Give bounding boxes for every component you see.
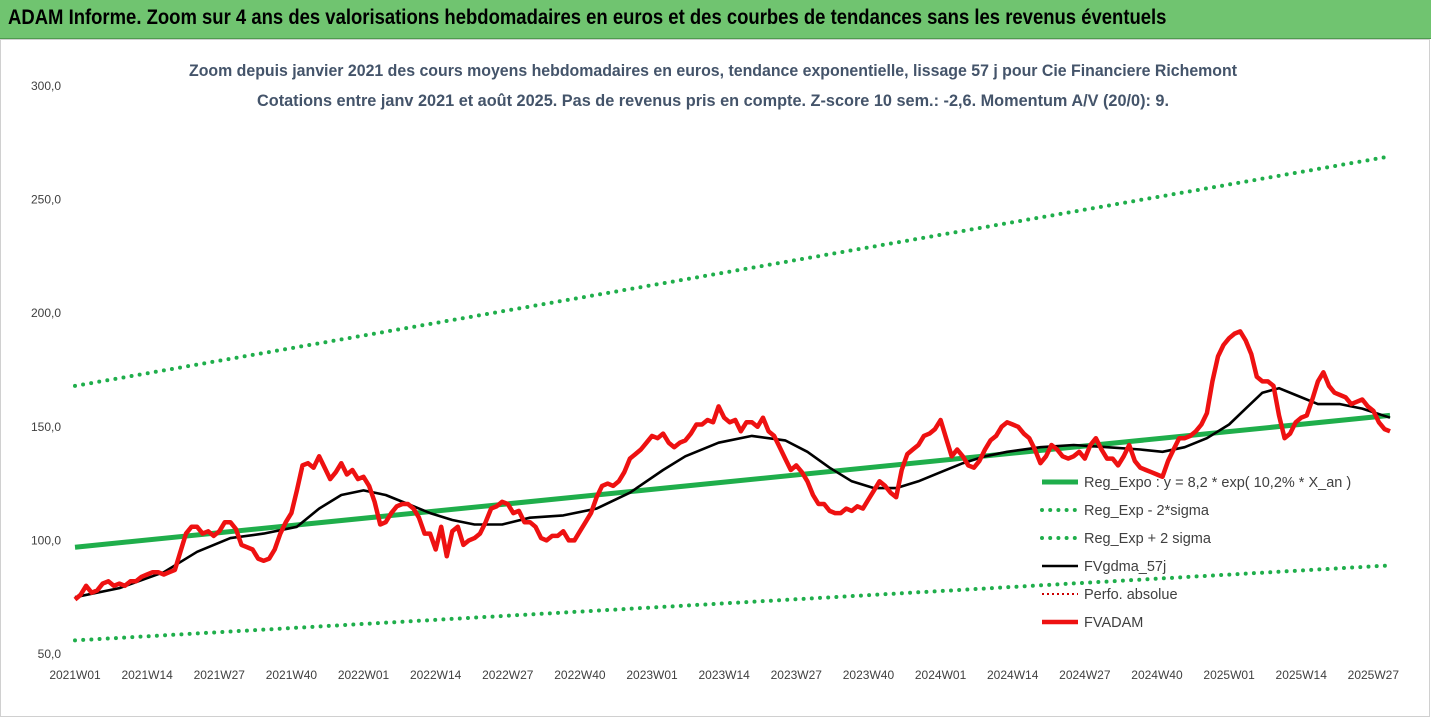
report-title: ADAM Informe. Zoom sur 4 ans des valoris…: [8, 6, 1167, 29]
report-banner: ADAM Informe. Zoom sur 4 ans des valoris…: [0, 0, 1431, 39]
x-tick-label: 2022W27: [482, 668, 534, 682]
series-line-fvadam: [73, 329, 1391, 602]
series-layer: [73, 154, 1392, 643]
x-tick-label: 2024W14: [987, 668, 1039, 682]
x-tick-label: 2021W40: [266, 668, 318, 682]
y-tick-label: 100,0: [31, 533, 61, 547]
legend: Reg_Expo : y = 8,2 * exp( 10,2% * X_an )…: [1040, 475, 1351, 631]
y-tick-label: 50,0: [38, 647, 62, 661]
x-tick-label: 2022W14: [410, 668, 462, 682]
series-line-reg-exp-2-sigma: [73, 154, 1392, 388]
legend-label: Reg_Exp + 2 sigma: [1084, 531, 1212, 547]
legend-label: Reg_Exp - 2*sigma: [1084, 503, 1210, 519]
x-tick-label: 2022W40: [554, 668, 606, 682]
x-tick-label: 2024W27: [1059, 668, 1111, 682]
x-tick-label: 2023W40: [843, 668, 895, 682]
x-tick-label: 2025W01: [1203, 668, 1255, 682]
x-tick-label: 2024W40: [1131, 668, 1183, 682]
y-tick-label: 250,0: [31, 193, 61, 207]
y-axis: 50,0 100,0 150,0 200,0 250,0 300,0: [31, 79, 61, 661]
chart-area: Zoom depuis janvier 2021 des cours moyen…: [0, 39, 1430, 717]
x-tick-label: 2021W14: [121, 668, 173, 682]
line-chart: Zoom depuis janvier 2021 des cours moyen…: [31, 61, 1399, 682]
y-tick-label: 150,0: [31, 420, 61, 434]
x-tick-label: 2021W01: [49, 668, 101, 682]
x-tick-label: 2025W27: [1348, 668, 1400, 682]
x-tick-label: 2022W01: [338, 668, 390, 682]
series-line-reg-expo-y-8-2-exp-10-2-x-an: [74, 412, 1391, 550]
x-tick-label: 2021W27: [194, 668, 246, 682]
x-tick-label: 2025W14: [1276, 668, 1328, 682]
y-tick-label: 300,0: [31, 79, 61, 93]
x-tick-label: 2023W27: [771, 668, 823, 682]
x-tick-label: 2023W01: [626, 668, 678, 682]
legend-label: FVADAM: [1084, 615, 1143, 631]
series-line-fvgdma-57j: [74, 386, 1391, 599]
legend-label: FVgdma_57j: [1084, 559, 1166, 575]
x-axis: 2021W01 2021W14 2021W27 2021W40 2022W01 2022W…: [49, 668, 1399, 682]
y-tick-label: 200,0: [31, 306, 61, 320]
chart-title: Zoom depuis janvier 2021 des cours moyen…: [189, 61, 1237, 80]
series-line-reg-exp-2-sigma: [73, 563, 1392, 643]
x-tick-label: 2024W01: [915, 668, 967, 682]
legend-label: Reg_Expo : y = 8,2 * exp( 10,2% * X_an ): [1084, 475, 1351, 491]
legend-label: Perfo. absolue: [1084, 587, 1178, 603]
chart-subtitle: Cotations entre janv 2021 et août 2025. …: [257, 91, 1169, 110]
x-tick-label: 2023W14: [698, 668, 750, 682]
